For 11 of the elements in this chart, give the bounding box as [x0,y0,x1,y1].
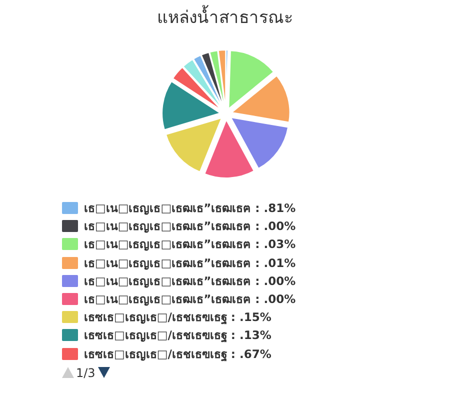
legend-label: เธซเธ□เธญเธ□/เธชเธฃเธฐ : .13% [84,327,272,344]
legend-label: เธ□เน□เธญเธ□เธฒเธ”เธฒเธฅ : .01% [84,254,296,272]
legend-label: เธซเธ□เธญเธ□/เธชเธฃเธฐ : .67% [84,346,272,363]
legend-label: เธ□เน□เธญเธ□เธฒเธ”เธฒเธฅ : .00% [84,218,296,236]
legend-label: เธ□เน□เธญเธ□เธฒเธ”เธฒเธฅ : .00% [84,291,296,308]
legend-label: เธ□เน□เธญเธ□เธฒเธ”เธฒเธฅ : .00% [84,272,296,290]
chart-title: แหล่งน้ำสาธารณะ [156,6,294,30]
legend-label: เธซเธ□เธญเธ□/เธชเธฃเธฐ : .15% [84,309,272,326]
legend-label: เธ□เน□เธญเธ□เธฒเธ”เธฒเธฅ : .81% [84,200,296,218]
text: 1/3 [76,366,96,380]
legend-label: เธ□เน□เธญเธ□เธฒเธ”เธฒเธฅ : .03% [84,236,296,254]
